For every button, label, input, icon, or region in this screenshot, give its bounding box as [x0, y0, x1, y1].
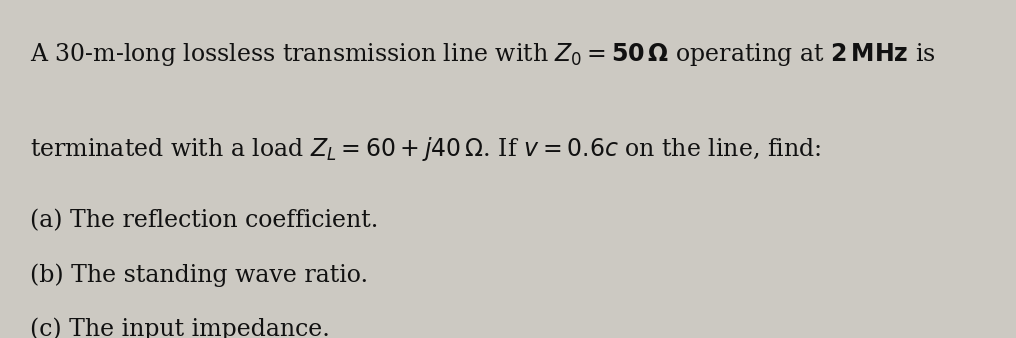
- Text: terminated with a load $Z_L = 60 + j40\,\Omega$. If $v = 0.6c$ on the line, find: terminated with a load $Z_L = 60 + j40\,…: [30, 135, 822, 163]
- Text: A 30-m-long lossless transmission line with $Z_0 = \mathbf{50\,\Omega}$ operatin: A 30-m-long lossless transmission line w…: [30, 41, 936, 68]
- Text: (a) The reflection coefficient.: (a) The reflection coefficient.: [30, 210, 379, 233]
- Text: (b) The standing wave ratio.: (b) The standing wave ratio.: [30, 264, 369, 287]
- Text: (c) The input impedance.: (c) The input impedance.: [30, 318, 330, 338]
